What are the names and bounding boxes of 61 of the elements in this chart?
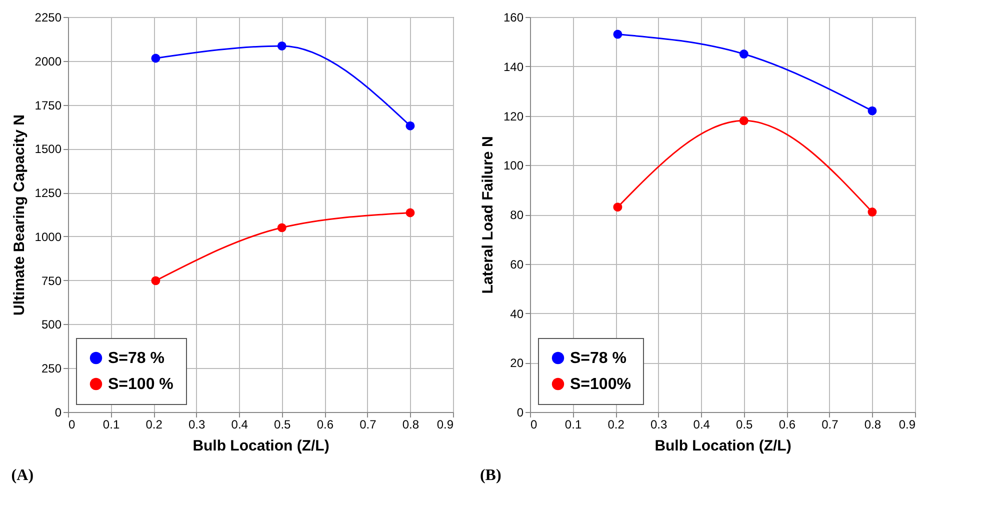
- point: [739, 50, 748, 58]
- y-tick-label: 20: [510, 356, 524, 370]
- point: [613, 202, 622, 212]
- y-tick-label: 1500: [34, 142, 62, 156]
- y-tick-label: 0: [516, 406, 524, 420]
- x-tick-label: 0.1: [564, 418, 582, 432]
- y-tick-label: 2250: [34, 10, 62, 24]
- y-tick-label: 100: [503, 158, 524, 173]
- x-tick-label: 0: [530, 418, 538, 432]
- x-tick-label: 0.1: [102, 418, 120, 432]
- x-tick-label: 0.6: [778, 418, 796, 432]
- x-axis-title: Bulb Location (Z/L): [192, 438, 330, 454]
- point: [406, 208, 415, 218]
- x-tick-label: 0.7: [822, 418, 839, 432]
- point: [151, 54, 160, 63]
- x-tick-label: 0.3: [650, 418, 668, 432]
- x-tick-label: 0.9: [436, 418, 454, 432]
- x-tick-label: 0: [68, 418, 76, 432]
- y-tick-label: 60: [510, 257, 524, 272]
- y-tick-label: 120: [503, 109, 524, 124]
- y-tick-label: 1250: [34, 186, 62, 200]
- x-tick-label: 0.5: [736, 418, 754, 432]
- x-tick-label: 0.5: [274, 418, 292, 432]
- y-tick-label: 1000: [34, 230, 62, 244]
- x-tick-label: 0.3: [188, 418, 206, 432]
- x-tick-label: 0.6: [316, 418, 334, 432]
- legend-label: S=78 %: [108, 350, 164, 367]
- y-axis-title: Lateral Load Failure N: [479, 136, 496, 294]
- y-tick-label: 1750: [34, 98, 62, 112]
- x-tick-label: 0.4: [231, 418, 248, 432]
- text: (B): [480, 467, 502, 484]
- point: [739, 116, 748, 126]
- x-tick-label: 0.4: [693, 418, 710, 432]
- point: [406, 121, 415, 130]
- y-tick-label: 500: [41, 318, 62, 332]
- y-tick-label: 140: [503, 60, 524, 74]
- y-tick-label: 0: [54, 406, 62, 420]
- x-tick-label: 0.2: [146, 418, 163, 432]
- y-tick-label: 160: [503, 10, 524, 24]
- point: [868, 208, 877, 216]
- x-tick-label: 0.8: [402, 418, 420, 432]
- x-tick-label: 0.2: [608, 418, 625, 432]
- y-tick-label: 750: [41, 274, 62, 288]
- legend-label: S=100%: [570, 376, 631, 393]
- y-tick-label: 80: [510, 208, 524, 222]
- point: [277, 42, 286, 50]
- y-axis-title: Ultimate Bearing Capacity N: [10, 114, 28, 316]
- y-tick-label: 40: [510, 306, 524, 321]
- y-tick-label: 2000: [34, 54, 62, 68]
- y-tick-label: 250: [41, 362, 62, 376]
- point: [613, 30, 622, 39]
- x-tick-label: 0.8: [864, 418, 882, 432]
- legend-label: S=100 %: [108, 376, 174, 393]
- x-tick-label: 0.9: [898, 418, 916, 432]
- point: [151, 276, 160, 286]
- point: [868, 106, 877, 116]
- x-tick-label: 0.7: [360, 418, 377, 432]
- x-axis-title: Bulb Location (Z/L): [654, 438, 792, 454]
- legend-label: S=78 %: [570, 350, 626, 367]
- text: (A): [11, 467, 34, 484]
- point: [277, 223, 286, 232]
